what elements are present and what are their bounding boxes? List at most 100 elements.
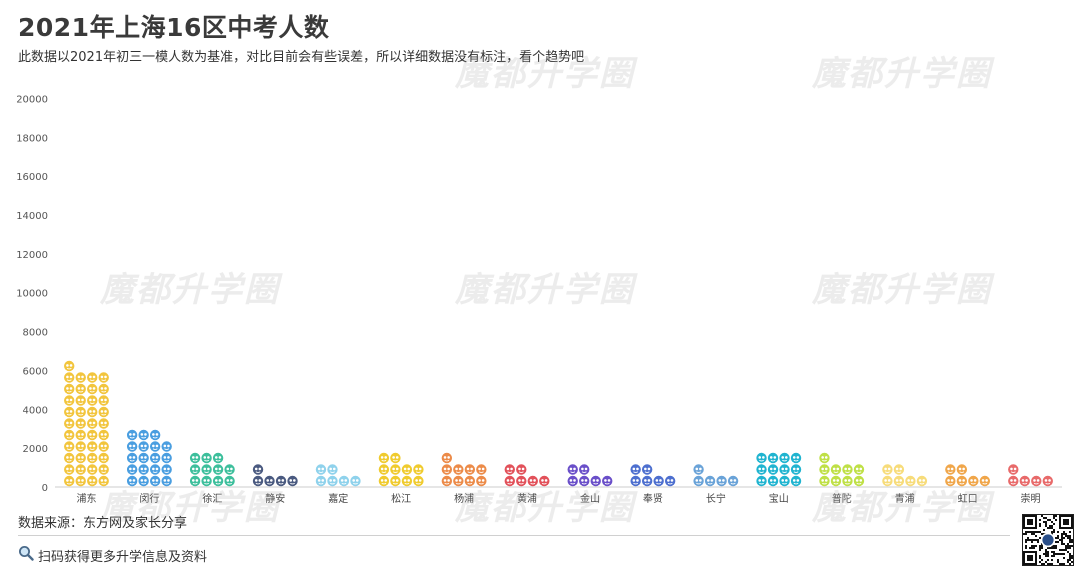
face-icon — [98, 452, 109, 464]
face-icon — [98, 475, 109, 487]
face-icon — [630, 464, 641, 475]
face-icon — [189, 464, 201, 475]
x-tick-label: 宝山 — [769, 492, 789, 505]
face-icon — [64, 418, 75, 429]
face-icon — [350, 475, 361, 487]
y-tick-label: 6000 — [23, 366, 48, 377]
face-icon — [1031, 475, 1042, 487]
x-tick-label: 黄浦 — [517, 492, 537, 505]
bar-奉贤 — [630, 464, 676, 487]
face-icon — [98, 429, 109, 441]
face-icon — [75, 395, 86, 406]
face-icon — [64, 372, 75, 383]
face-icon — [87, 464, 98, 475]
face-icon — [916, 475, 928, 487]
face-icon — [716, 475, 727, 487]
bar-徐汇 — [189, 452, 235, 487]
face-icon — [641, 475, 653, 487]
face-icon — [98, 464, 109, 475]
face-icon — [75, 475, 86, 487]
face-icon — [819, 452, 830, 464]
face-icon — [641, 464, 653, 475]
x-tick-label: 静安 — [265, 492, 285, 505]
face-icon — [413, 464, 424, 475]
face-icon — [98, 441, 109, 452]
bar-闵行 — [126, 429, 172, 487]
face-icon — [842, 464, 853, 475]
face-icon — [378, 475, 390, 487]
page-subtitle: 此数据以2021年初三一模人数为基准，对比目前会有些误差，所以详细数据没有标注，… — [18, 50, 585, 65]
face-icon — [138, 452, 149, 464]
face-icon — [413, 475, 424, 487]
bar-宝山 — [756, 452, 802, 487]
face-icon — [189, 452, 201, 464]
face-icon — [64, 406, 75, 418]
face-icon — [75, 452, 86, 464]
face-icon — [75, 418, 86, 429]
face-icon — [1008, 475, 1019, 487]
bar-静安 — [252, 464, 298, 487]
face-icon — [126, 452, 138, 464]
y-tick-label: 0 — [42, 483, 48, 494]
x-tick-label: 虹口 — [958, 493, 978, 505]
face-icon — [224, 475, 235, 487]
face-icon — [956, 464, 968, 475]
face-icon — [87, 372, 98, 383]
face-icon — [630, 475, 641, 487]
x-tick-label: 普陀 — [832, 492, 852, 505]
face-icon — [138, 475, 149, 487]
face-icon — [87, 441, 98, 452]
face-icon — [161, 475, 172, 487]
footer-cta: 扫码获得更多升学信息及资料 — [18, 545, 207, 565]
x-tick-label: 浦东 — [76, 492, 96, 505]
footer-cta-text: 扫码获得更多升学信息及资料 — [38, 549, 208, 565]
y-tick-label: 14000 — [16, 211, 48, 222]
face-icon — [401, 464, 413, 475]
face-icon — [64, 464, 75, 475]
face-icon — [138, 429, 149, 441]
bar-黄浦 — [504, 464, 550, 487]
page-title: 2021年上海16区中考人数 — [18, 13, 330, 42]
face-icon — [819, 475, 830, 487]
face-icon — [189, 475, 201, 487]
face-icon — [790, 464, 802, 475]
bar-杨浦 — [441, 452, 487, 487]
face-icon — [767, 452, 779, 464]
face-icon — [327, 464, 338, 475]
face-icon — [138, 441, 149, 452]
face-icon — [75, 383, 86, 395]
face-icon — [579, 464, 590, 475]
x-tick-label: 青浦 — [895, 492, 915, 505]
face-icon — [539, 475, 550, 487]
face-icon — [464, 464, 476, 475]
face-icon — [882, 464, 893, 475]
face-icon — [252, 464, 264, 475]
bar-虹口 — [945, 464, 991, 487]
face-icon — [327, 475, 338, 487]
footer-divider — [18, 535, 1010, 536]
y-tick-label: 10000 — [16, 289, 48, 300]
face-icon — [727, 475, 739, 487]
face-icon — [767, 475, 779, 487]
qr-code-icon[interactable] — [1022, 514, 1074, 566]
face-icon — [704, 475, 716, 487]
face-icon — [64, 360, 75, 372]
bar-普陀 — [819, 452, 865, 487]
face-icon — [664, 475, 676, 487]
face-icon — [64, 383, 75, 395]
face-icon — [830, 464, 842, 475]
y-tick-label: 2000 — [23, 444, 48, 455]
face-icon — [945, 475, 956, 487]
bar-嘉定 — [315, 464, 361, 487]
face-icon — [401, 475, 413, 487]
face-icon — [126, 441, 138, 452]
face-icon — [1019, 475, 1030, 487]
face-icon — [790, 452, 802, 464]
face-icon — [441, 452, 453, 464]
face-icon — [87, 383, 98, 395]
bar-长宁 — [693, 464, 739, 487]
face-icon — [441, 464, 453, 475]
face-icon — [87, 406, 98, 418]
face-icon — [98, 406, 109, 418]
bar-松江 — [378, 452, 424, 487]
